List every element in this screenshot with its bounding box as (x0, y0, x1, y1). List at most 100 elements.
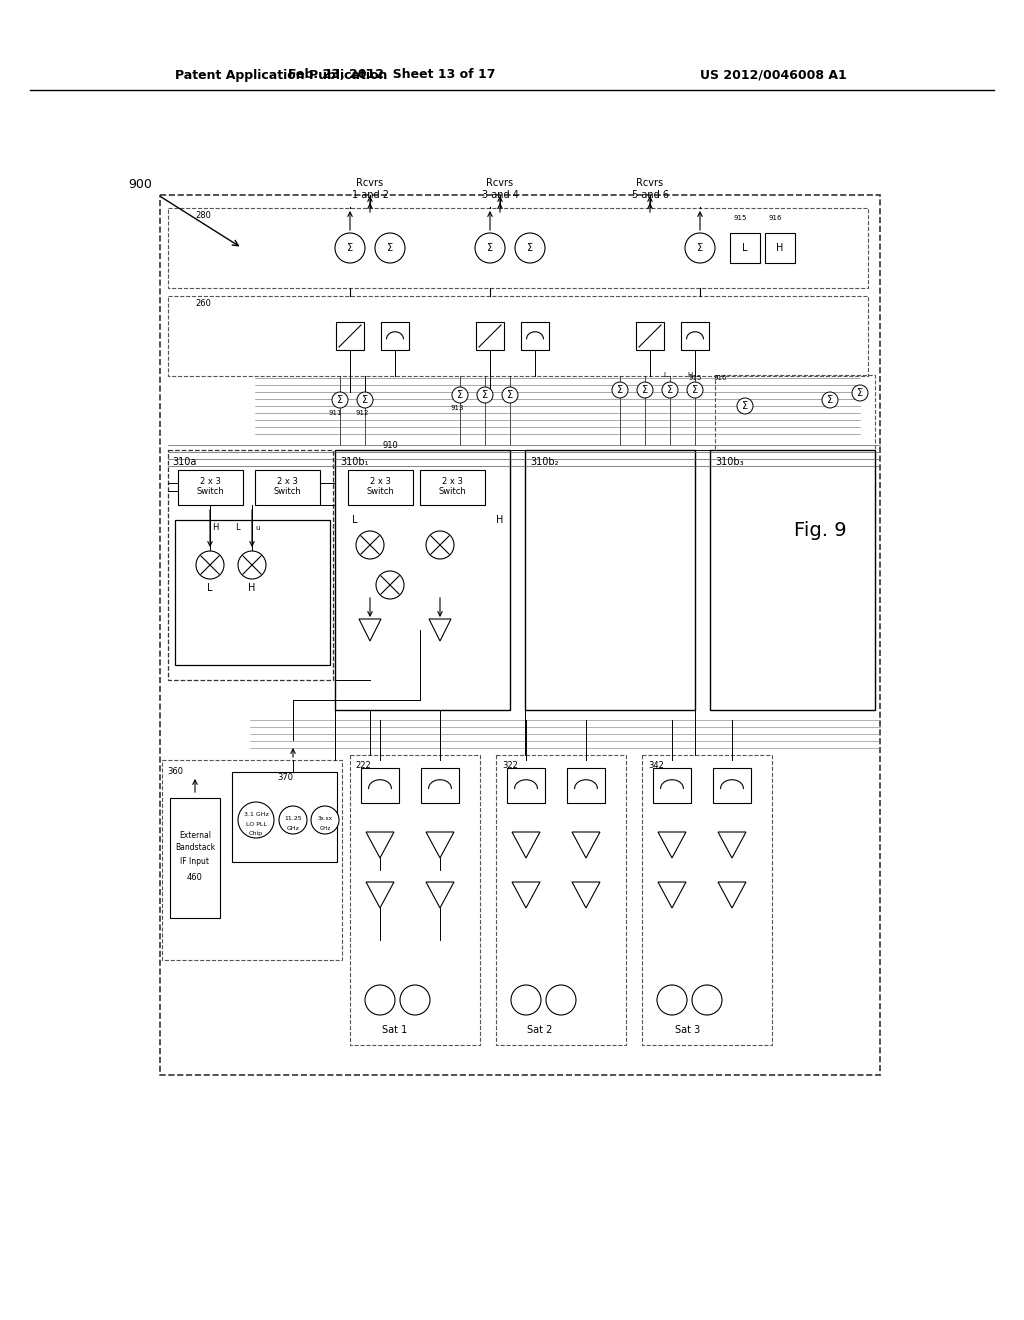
Text: 260: 260 (195, 298, 211, 308)
Text: 910: 910 (382, 441, 398, 450)
Circle shape (365, 985, 395, 1015)
Text: Σ: Σ (697, 243, 703, 253)
Bar (507, 767, 545, 803)
Bar (350, 755, 480, 1045)
Text: H: H (497, 515, 504, 525)
Bar (348, 470, 413, 506)
Bar (170, 799, 220, 917)
Text: Σ: Σ (347, 243, 353, 253)
Text: 460: 460 (187, 874, 203, 883)
Bar (361, 767, 399, 803)
Circle shape (737, 399, 753, 414)
Text: Σ: Σ (616, 385, 623, 395)
Text: 11.25: 11.25 (285, 816, 302, 821)
Text: 916: 916 (714, 375, 727, 381)
Text: 3.1 GHz: 3.1 GHz (244, 813, 268, 817)
Text: Σ: Σ (667, 385, 673, 395)
Text: 1 and 2: 1 and 2 (351, 190, 388, 201)
Text: L: L (234, 524, 240, 532)
Text: 5 and 6: 5 and 6 (632, 190, 669, 201)
Polygon shape (572, 832, 600, 858)
Text: LO PLL: LO PLL (246, 821, 266, 826)
Text: Σ: Σ (482, 389, 488, 400)
Circle shape (546, 985, 575, 1015)
Text: Feb. 23, 2012  Sheet 13 of 17: Feb. 23, 2012 Sheet 13 of 17 (288, 69, 496, 82)
Text: Chip: Chip (249, 830, 263, 836)
Circle shape (400, 985, 430, 1015)
Bar (476, 322, 504, 350)
Circle shape (335, 234, 365, 263)
Circle shape (502, 387, 518, 403)
Text: 913: 913 (451, 405, 464, 411)
Bar (567, 767, 605, 803)
Circle shape (279, 807, 307, 834)
Text: 222: 222 (355, 760, 371, 770)
Bar (636, 322, 664, 350)
Circle shape (452, 387, 468, 403)
Polygon shape (426, 832, 454, 858)
Text: Σ: Σ (361, 395, 368, 405)
Text: Switch: Switch (438, 487, 466, 495)
Circle shape (477, 387, 493, 403)
Bar (255, 470, 319, 506)
Text: 900: 900 (128, 178, 152, 191)
Bar (496, 755, 626, 1045)
Text: 322: 322 (502, 760, 518, 770)
Text: Σ: Σ (642, 385, 648, 395)
Text: IF Input: IF Input (180, 857, 210, 866)
Text: L: L (207, 583, 213, 593)
Text: Σ: Σ (507, 389, 513, 400)
Polygon shape (658, 882, 686, 908)
Text: H: H (248, 583, 256, 593)
Text: 2 x 3: 2 x 3 (200, 478, 220, 487)
Circle shape (657, 985, 687, 1015)
Text: 912: 912 (355, 411, 369, 416)
Text: 280: 280 (195, 210, 211, 219)
Polygon shape (572, 882, 600, 908)
Text: L: L (664, 372, 667, 378)
Text: GHz: GHz (319, 825, 331, 830)
Text: 3 and 4: 3 and 4 (481, 190, 518, 201)
Circle shape (662, 381, 678, 399)
Bar (178, 470, 243, 506)
Bar (421, 767, 459, 803)
Text: 916: 916 (768, 215, 781, 220)
Text: External: External (179, 830, 211, 840)
Circle shape (196, 550, 224, 579)
Bar (335, 450, 510, 710)
Text: 911: 911 (329, 411, 342, 416)
Circle shape (685, 234, 715, 263)
Text: Σ: Σ (457, 389, 463, 400)
Circle shape (511, 985, 541, 1015)
Text: GHz: GHz (287, 825, 299, 830)
Text: 310a: 310a (172, 457, 197, 467)
Bar (681, 322, 709, 350)
Polygon shape (718, 832, 746, 858)
Circle shape (475, 234, 505, 263)
Text: 310b₂: 310b₂ (530, 457, 558, 467)
Text: Sat 1: Sat 1 (382, 1026, 408, 1035)
Text: 2 x 3: 2 x 3 (276, 478, 297, 487)
Circle shape (356, 531, 384, 558)
Text: Sat 2: Sat 2 (527, 1026, 553, 1035)
Polygon shape (658, 832, 686, 858)
Text: Σ: Σ (857, 388, 863, 399)
Circle shape (822, 392, 838, 408)
Circle shape (332, 392, 348, 408)
Circle shape (687, 381, 703, 399)
Polygon shape (512, 882, 540, 908)
Bar (525, 450, 695, 710)
Text: Fig. 9: Fig. 9 (794, 520, 846, 540)
Text: Switch: Switch (273, 487, 301, 495)
Circle shape (376, 572, 404, 599)
Polygon shape (426, 882, 454, 908)
Bar (336, 322, 364, 350)
Bar (521, 322, 549, 350)
Bar (710, 450, 874, 710)
Bar (160, 195, 880, 1074)
Text: 310b₃: 310b₃ (715, 457, 743, 467)
Bar (642, 755, 772, 1045)
Text: Rcvrs: Rcvrs (356, 178, 384, 187)
Bar (232, 772, 337, 862)
Circle shape (311, 807, 339, 834)
